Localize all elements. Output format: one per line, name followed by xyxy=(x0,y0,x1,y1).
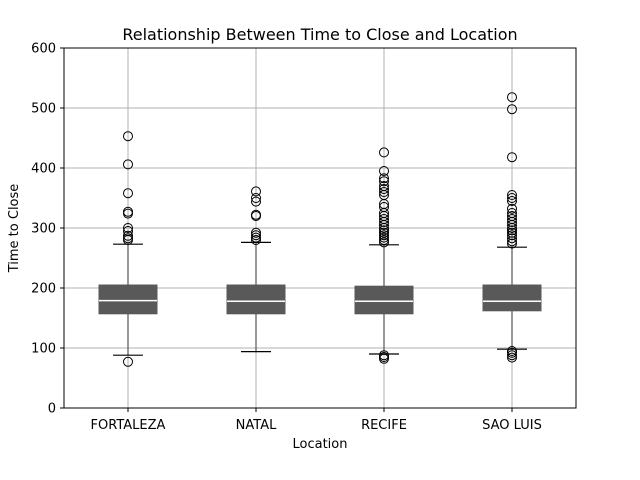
outlier-point xyxy=(379,350,389,361)
outlier-point xyxy=(507,230,517,241)
outlier-point xyxy=(123,206,133,217)
outlier-point xyxy=(507,193,517,203)
x-axis-label: Location xyxy=(293,437,348,452)
x-tick-label: NATAL xyxy=(236,418,277,433)
outlier-point xyxy=(507,227,517,238)
outlier-point xyxy=(379,187,389,197)
x-tick-label: SAO LUIS xyxy=(482,418,542,433)
outlier-point xyxy=(507,190,517,200)
y-tick-label: 500 xyxy=(31,102,56,117)
outlier-point xyxy=(379,181,389,191)
outlier-point xyxy=(379,166,389,176)
outlier-point xyxy=(379,184,389,194)
outlier-point xyxy=(507,208,517,218)
box-group-natal xyxy=(226,186,286,353)
outlier-point xyxy=(379,232,389,243)
outlier-point xyxy=(251,232,261,243)
box-group-fortaleza xyxy=(98,131,158,367)
outlier-point xyxy=(507,225,517,236)
outlier-point xyxy=(251,209,261,220)
outlier-point xyxy=(507,352,517,363)
y-tick-label: 400 xyxy=(31,162,56,177)
box-group-sao-luis xyxy=(482,92,542,363)
outlier-point xyxy=(379,227,389,238)
outlier-point xyxy=(123,131,133,142)
outlier-point xyxy=(507,92,517,103)
outlier-point xyxy=(379,214,389,224)
outlier-point xyxy=(507,238,517,249)
iqr-box xyxy=(98,284,158,315)
outlier-point xyxy=(379,237,389,248)
outlier-point xyxy=(507,196,517,206)
outlier-point xyxy=(507,104,517,115)
outlier-point xyxy=(123,223,133,233)
outlier-point xyxy=(379,235,389,245)
outlier-point xyxy=(123,233,133,244)
y-tick-label: 0 xyxy=(48,402,56,417)
outlier-point xyxy=(251,186,261,197)
x-tick-label: FORTALEZA xyxy=(91,418,166,433)
outlier-point xyxy=(123,226,133,236)
outlier-point xyxy=(251,193,261,203)
y-tick-label: 100 xyxy=(31,342,56,357)
outlier-point xyxy=(507,211,517,221)
outlier-point xyxy=(507,203,517,214)
outlier-point xyxy=(251,235,261,245)
iqr-box xyxy=(354,285,414,315)
outlier-point xyxy=(507,152,517,163)
y-tick-label: 300 xyxy=(31,222,56,237)
outlier-point xyxy=(123,356,133,367)
outlier-point xyxy=(251,227,261,238)
chart-title: Relationship Between Time to Close and L… xyxy=(122,25,517,44)
y-axis-label: Time to Close xyxy=(7,184,22,274)
tick-layer: 0 100 200 300 400 500 600 FORTALEZA NATAL RECIFE S… xyxy=(31,42,542,434)
iqr-box xyxy=(226,284,286,315)
iqr-box xyxy=(482,284,542,312)
outlier-point xyxy=(379,225,389,236)
outlier-point xyxy=(507,346,517,356)
outlier-point xyxy=(507,233,517,244)
outlier-point xyxy=(507,236,517,247)
outlier-point xyxy=(123,188,133,199)
box-group-recife xyxy=(354,147,414,364)
box-layer xyxy=(98,92,542,367)
y-tick-label: 200 xyxy=(31,282,56,297)
outlier-point xyxy=(507,350,517,361)
outlier-point xyxy=(379,173,389,184)
outlier-point xyxy=(379,176,389,187)
outlier-point xyxy=(251,230,261,241)
outlier-point xyxy=(123,230,133,241)
outlier-point xyxy=(251,196,261,207)
y-tick-label: 600 xyxy=(31,42,56,57)
outlier-point xyxy=(507,214,517,224)
x-tick-label: RECIFE xyxy=(361,418,407,433)
outlier-point xyxy=(379,202,389,212)
outlier-point xyxy=(123,159,133,170)
outlier-point xyxy=(379,147,389,158)
outlier-point xyxy=(379,230,389,241)
